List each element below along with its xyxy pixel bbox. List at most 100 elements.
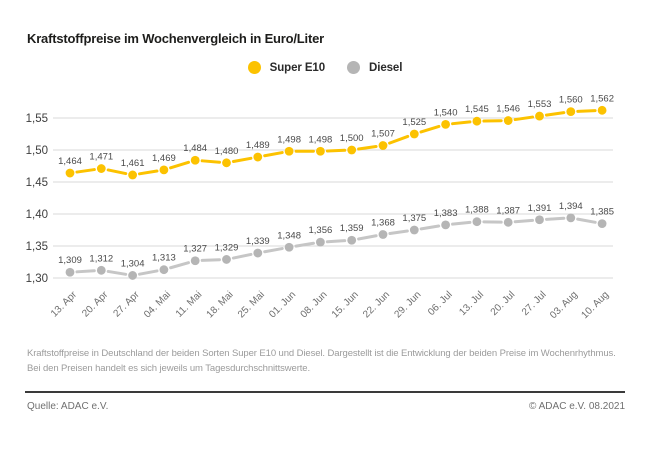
x-tick-label: 15. Jun <box>330 289 361 320</box>
x-tick-label: 01. Jun <box>267 289 298 320</box>
data-point <box>566 213 576 223</box>
data-point <box>535 215 544 225</box>
series-segment <box>231 156 253 164</box>
x-tick-label: 11. Mai <box>174 289 204 319</box>
series-segment <box>419 124 441 134</box>
series-segment <box>169 261 190 270</box>
data-point-label: 1,562 <box>590 93 614 104</box>
data-point <box>190 256 200 266</box>
x-tick-label: 06. Jul <box>426 289 455 318</box>
series-segment <box>263 247 284 254</box>
data-point <box>409 225 419 235</box>
data-point <box>284 146 294 156</box>
legend-label-diesel: Diesel <box>369 61 403 74</box>
x-tick-label: 03. Aug <box>548 289 580 321</box>
footer-divider <box>25 391 625 393</box>
data-point-label: 1,489 <box>246 140 270 151</box>
data-point <box>441 220 450 230</box>
data-point <box>284 242 294 252</box>
data-point-label: 1,560 <box>559 95 583 106</box>
x-tick-label: 13. Jul <box>457 289 486 318</box>
y-tick-label: 1,40 <box>26 209 48 221</box>
data-point-label: 1,383 <box>434 208 458 219</box>
data-point <box>566 107 576 116</box>
series-segment <box>231 252 253 260</box>
data-point-label: 1,498 <box>309 134 333 145</box>
data-point <box>472 217 482 227</box>
series-segment <box>263 151 284 158</box>
data-point <box>96 265 106 275</box>
x-tick-label: 20. Jul <box>489 289 518 318</box>
x-tick-label: 27. Apr <box>112 289 143 320</box>
series-segment <box>576 109 597 113</box>
data-point <box>222 255 231 264</box>
series-segment <box>544 216 566 221</box>
data-point <box>316 237 325 247</box>
x-tick-label: 20. Apr <box>80 289 111 320</box>
data-point <box>65 267 75 277</box>
data-point-label: 1,375 <box>402 213 426 224</box>
data-point <box>190 155 200 165</box>
series-segment <box>544 111 566 117</box>
data-point-label: 1,388 <box>465 205 489 216</box>
data-point-label: 1,553 <box>528 99 552 110</box>
data-point <box>597 105 607 115</box>
x-tick-label: 22. Jun <box>361 289 392 320</box>
series-segment <box>513 115 535 122</box>
data-point <box>378 230 388 239</box>
series-segment <box>169 160 191 170</box>
legend-label-super-e10: Super E10 <box>269 61 326 74</box>
data-point <box>128 170 138 180</box>
y-tick-label: 1,30 <box>26 273 48 285</box>
y-tick-label: 1,55 <box>26 113 48 125</box>
series-segment <box>106 168 128 176</box>
copyright-notice: © ADAC e.V. 08.2021 <box>529 401 625 412</box>
data-point-label: 1,480 <box>215 146 239 157</box>
data-point-label: 1,507 <box>371 129 395 140</box>
data-point <box>441 120 450 129</box>
data-point <box>65 168 75 178</box>
y-tick-label: 1,35 <box>26 241 48 253</box>
data-point <box>347 235 357 245</box>
data-point-label: 1,461 <box>121 158 145 169</box>
data-point-label: 1,484 <box>183 143 207 154</box>
data-point <box>159 265 169 275</box>
data-point-label: 1,498 <box>277 134 301 145</box>
y-tick-label: 1,45 <box>26 177 48 189</box>
data-point-label: 1,540 <box>434 107 458 118</box>
data-point <box>472 116 482 126</box>
data-point-label: 1,309 <box>58 255 82 266</box>
x-tick-label: 27. Jul <box>520 289 549 318</box>
data-point <box>159 165 169 175</box>
data-point <box>503 116 513 125</box>
data-point-label: 1,471 <box>89 152 113 163</box>
data-point <box>409 129 419 139</box>
data-point-label: 1,385 <box>590 207 614 218</box>
diesel-dot-icon <box>347 61 361 74</box>
series-segment <box>138 169 159 176</box>
data-point-label: 1,545 <box>465 104 489 115</box>
data-point <box>253 248 263 258</box>
data-point <box>253 152 263 162</box>
data-point <box>347 145 357 155</box>
data-point <box>316 146 325 156</box>
data-point-label: 1,525 <box>402 117 426 128</box>
series-segment <box>137 269 159 276</box>
series-segment <box>451 120 472 126</box>
data-point-label: 1,391 <box>528 203 552 214</box>
x-tick-label: 25. Mai <box>236 289 267 320</box>
data-point <box>128 271 138 280</box>
data-point <box>535 111 544 121</box>
y-tick-label: 1,50 <box>26 145 48 157</box>
data-point-label: 1,469 <box>152 153 176 164</box>
series-segment <box>325 148 347 153</box>
chart-description: Kraftstoffpreise in Deutschland der beid… <box>27 348 616 375</box>
series-segment <box>357 145 378 151</box>
super-e10-dot-icon <box>247 61 261 74</box>
x-tick-label: 04. Mai <box>142 289 173 320</box>
data-point-label: 1,329 <box>215 242 239 253</box>
x-tick-label: 13. Apr <box>49 289 80 320</box>
x-tick-label: 10. Aug <box>579 289 611 321</box>
